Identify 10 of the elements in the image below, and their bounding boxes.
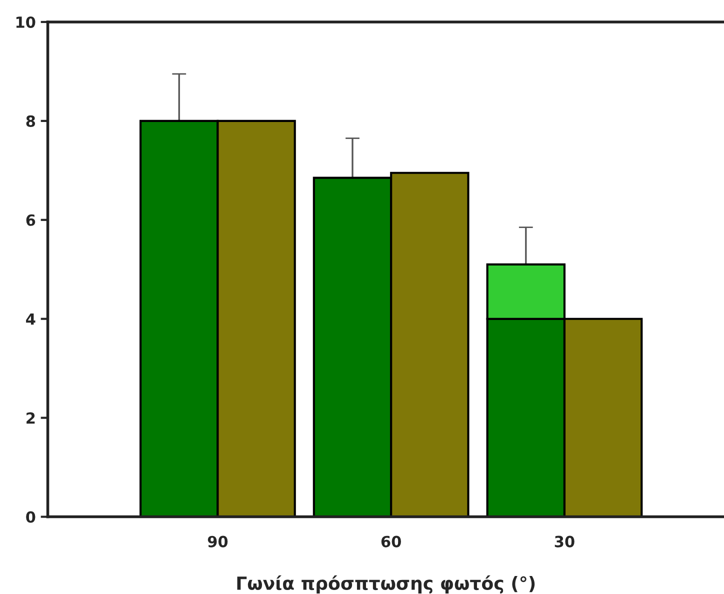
y-tick-label: 10 [16,16,36,28]
y-tick-label: 8 [26,115,36,127]
x-tick-label: 90 [208,536,228,548]
x-tick-label: 60 [381,536,401,548]
y-tick-label: 6 [26,214,36,226]
y-tick-label: 2 [26,412,35,424]
x-tick-label: 30 [554,536,574,548]
y-tick-label: 4 [26,314,36,325]
y-tick-label: 0 [26,511,36,523]
x-axis-title: Γωνία πρόσπτωσης φωτός (°) [237,575,535,594]
